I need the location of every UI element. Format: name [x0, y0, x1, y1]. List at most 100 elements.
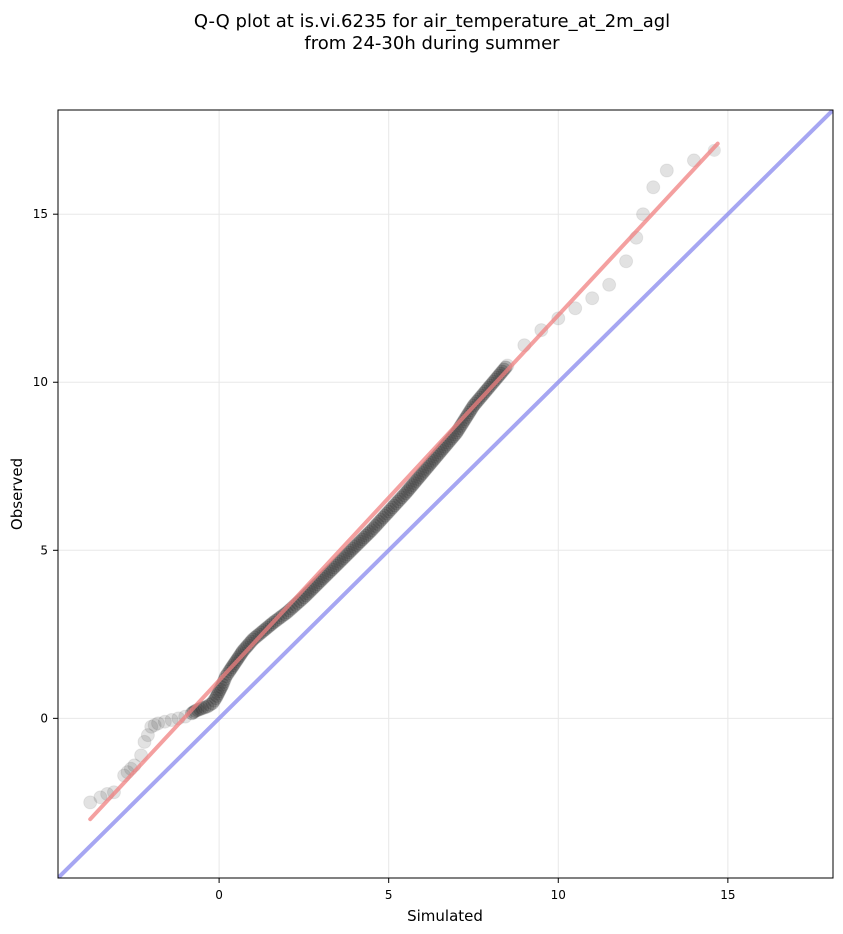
qq-point — [400, 484, 415, 499]
qq-point — [328, 558, 343, 573]
qq-point — [427, 451, 442, 466]
qq-point — [374, 512, 389, 527]
qq-point — [405, 478, 420, 493]
qq-point — [147, 718, 162, 733]
qq-point — [488, 372, 503, 387]
qq-point — [200, 699, 215, 714]
chart-title-line-1: Q-Q plot at is.vi.6235 for air_temperatu… — [194, 11, 670, 32]
qq-point — [344, 543, 359, 558]
y-axis-label: Observed — [8, 458, 26, 530]
qq-point — [319, 567, 334, 582]
reference-lines — [58, 110, 833, 878]
qq-point — [317, 569, 332, 584]
qq-point — [392, 492, 407, 507]
qq-point — [412, 470, 427, 485]
qq-point — [429, 449, 444, 464]
qq-point — [383, 502, 398, 517]
y-tick-label: 5 — [40, 543, 48, 557]
qq-point — [370, 516, 385, 531]
qq-point — [338, 549, 353, 564]
qq-point — [205, 696, 220, 711]
qq-point — [410, 472, 425, 487]
qq-point — [357, 530, 372, 545]
qq-point — [360, 526, 375, 541]
qq-point — [585, 291, 600, 306]
qq-point — [430, 447, 445, 462]
qq-point — [209, 688, 224, 703]
qq-point — [364, 523, 379, 538]
qq-point — [398, 486, 413, 501]
qq-point — [197, 700, 212, 715]
fit-line — [88, 141, 720, 822]
qq-point — [151, 716, 166, 731]
qq-point — [325, 562, 340, 577]
qq-point — [568, 301, 583, 316]
qq-point — [418, 461, 433, 476]
qq-point — [490, 370, 505, 385]
qq-point — [420, 459, 435, 474]
qq-point — [250, 629, 265, 644]
grid-lines — [58, 110, 833, 878]
qq-point — [377, 508, 392, 523]
qq-point — [137, 734, 152, 749]
qq-point — [336, 551, 351, 566]
qq-point — [396, 488, 411, 503]
qq-point — [334, 553, 349, 568]
qq-point — [381, 504, 396, 519]
qq-point — [164, 713, 179, 728]
qq-point — [340, 547, 355, 562]
chart-title-line-2: from 24-30h during summer — [304, 33, 560, 54]
x-tick-label: 0 — [215, 888, 223, 902]
qq-point — [379, 506, 394, 521]
qq-point — [345, 541, 360, 556]
qq-point — [347, 539, 362, 554]
y-tick-label: 10 — [33, 375, 48, 389]
qq-point — [387, 498, 402, 513]
qq-point — [202, 697, 217, 712]
qq-point — [218, 669, 233, 684]
qq-point — [359, 528, 374, 543]
qq-point — [422, 457, 437, 472]
qq-point — [342, 545, 357, 560]
qq-point — [351, 536, 366, 551]
qq-point — [332, 554, 347, 569]
qq-point — [402, 482, 417, 497]
qq-point — [391, 494, 406, 509]
qq-point — [417, 463, 432, 478]
qq-point — [327, 560, 342, 575]
qq-point — [157, 714, 172, 729]
qq-point — [355, 532, 370, 547]
qq-point — [212, 684, 227, 699]
qq-point — [403, 480, 418, 495]
x-tick-label: 10 — [551, 888, 566, 902]
qq-point — [458, 412, 473, 427]
x-axis-label: Simulated — [407, 907, 483, 925]
qq-point — [425, 453, 440, 468]
qq-point — [366, 521, 381, 536]
qq-point — [602, 277, 617, 292]
x-tick-label: 5 — [385, 888, 393, 902]
qq-point — [140, 728, 155, 743]
qq-point — [415, 465, 430, 480]
qq-point — [534, 323, 549, 338]
qq-point — [385, 500, 400, 515]
qq-point — [362, 524, 377, 539]
qq-point — [407, 476, 422, 491]
qq-point — [368, 519, 383, 534]
identity-line — [58, 110, 833, 878]
y-axis-ticks: 0 5 10 15 — [33, 207, 58, 725]
qq-point — [349, 538, 364, 553]
y-tick-label: 0 — [40, 711, 48, 725]
qq-point — [408, 474, 423, 489]
qq-point — [83, 795, 98, 810]
qq-point — [93, 790, 108, 805]
qq-point — [413, 468, 428, 483]
qq-point — [144, 719, 159, 734]
qq-point — [353, 534, 368, 549]
qq-point — [207, 693, 222, 708]
qq-point — [376, 510, 391, 525]
qq-point — [213, 682, 228, 697]
qq-point — [323, 564, 338, 579]
qq-point — [619, 254, 634, 269]
